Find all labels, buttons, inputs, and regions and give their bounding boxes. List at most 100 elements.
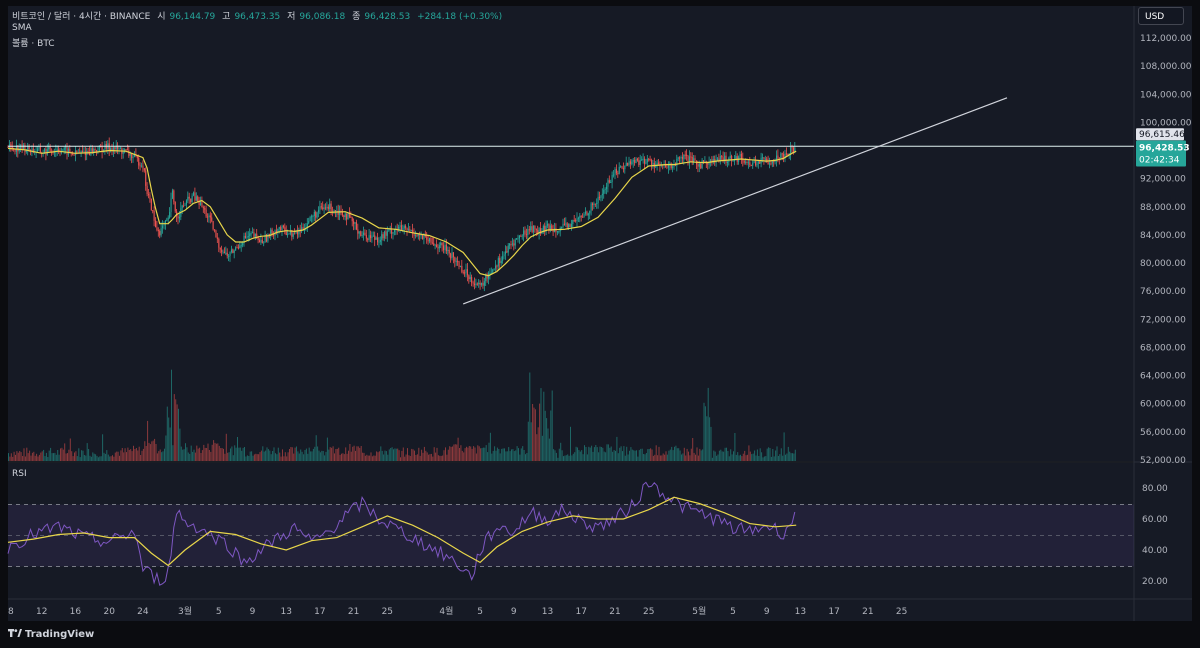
candle-body	[673, 164, 675, 167]
candle-body	[205, 209, 207, 217]
candle-body	[223, 251, 225, 254]
candle-body	[521, 235, 523, 237]
candle-body	[711, 159, 713, 163]
candle-body	[94, 149, 96, 151]
volume-bar	[374, 455, 376, 461]
candle-body	[718, 158, 720, 161]
time-tick-label: 9	[764, 607, 770, 617]
tradingview-brand-text: TradingView	[25, 629, 95, 640]
volume-bar	[704, 406, 706, 461]
volume-bar	[548, 438, 550, 461]
volume-bar	[654, 454, 656, 461]
volume-bar	[78, 448, 80, 461]
volume-bar	[755, 455, 757, 461]
volume-bar	[488, 442, 490, 461]
sma-legend[interactable]: SMA	[12, 23, 36, 33]
volume-bar	[324, 455, 326, 461]
volume-bar	[668, 450, 670, 461]
rsi-legend[interactable]: RSI	[12, 469, 31, 479]
candle-body	[49, 146, 51, 152]
volume-bar	[282, 449, 283, 461]
candle-body	[414, 235, 416, 237]
time-axis-pane[interactable]	[8, 599, 1134, 621]
countdown-text: 02:42:34	[1139, 156, 1180, 166]
time-tick-label: 8	[8, 607, 14, 617]
volume-bar	[647, 449, 649, 461]
volume-indicator-label[interactable]: 볼륨 · BTC	[12, 39, 55, 49]
candle-body	[281, 225, 283, 230]
volume-bar	[357, 446, 359, 461]
volume-bar	[217, 443, 219, 461]
candle-body	[348, 213, 350, 217]
sma-indicator-label[interactable]: SMA	[12, 23, 32, 33]
candle-body	[784, 153, 786, 159]
price-tick-label: 60,000.00	[1140, 400, 1186, 410]
candle-body	[38, 147, 40, 149]
candle-body	[191, 195, 193, 203]
volume-bar	[679, 450, 681, 461]
volume-bar	[419, 455, 421, 461]
volume-bar	[349, 444, 351, 461]
time-tick-label: 17	[575, 607, 586, 617]
candle-body	[625, 162, 627, 166]
main-pane[interactable]	[8, 6, 1134, 461]
price-axis-pane[interactable]	[1134, 6, 1192, 621]
volume-legend[interactable]: 볼륨 · BTC	[12, 36, 59, 49]
price-tick-label: 72,000.00	[1140, 315, 1186, 325]
volume-bar	[26, 447, 28, 461]
candle-body	[164, 220, 166, 225]
candle-body	[687, 156, 689, 164]
volume-bar	[334, 453, 335, 461]
candle-body	[641, 159, 643, 161]
symbol-title[interactable]: 비트코인 / 달러 · 4시간 · BINANCE	[12, 12, 151, 22]
volume-bar	[592, 451, 594, 461]
candle-body	[524, 230, 526, 235]
candle-body	[181, 205, 183, 209]
volume-bar	[571, 455, 573, 461]
rsi-axis-labels: 80.00 60.00 40.00 20.00	[1142, 484, 1168, 587]
volume-bar	[290, 447, 292, 461]
volume-bar	[318, 450, 320, 461]
rsi-indicator-label[interactable]: RSI	[12, 469, 27, 479]
tradingview-logo[interactable]: TradingView	[8, 629, 94, 640]
candle-body	[601, 193, 603, 196]
volume-bar	[588, 446, 590, 461]
volume-bar	[79, 457, 81, 461]
volume-bar	[116, 451, 118, 461]
volume-bar	[366, 454, 368, 461]
volume-bar	[341, 453, 342, 461]
candle-body	[318, 209, 320, 213]
candle-body	[406, 227, 408, 231]
candle-body	[377, 237, 379, 243]
symbol-legend[interactable]: 비트코인 / 달러 · 4시간 · BINANCE 시 96,144.79 고 96…	[12, 9, 506, 22]
volume-bar	[19, 451, 21, 461]
volume-bar	[336, 448, 338, 461]
volume-bar	[772, 449, 774, 461]
currency-button[interactable]: USD	[1138, 7, 1184, 25]
candle-body	[674, 164, 676, 166]
candle-body	[634, 160, 636, 163]
candle-body	[672, 166, 674, 168]
volume-bar	[213, 440, 215, 461]
candle-body	[764, 158, 766, 160]
candle-body	[497, 258, 499, 267]
volume-bar	[164, 448, 165, 461]
candle-body	[742, 158, 744, 161]
candle-body	[509, 244, 511, 246]
candle-body	[447, 249, 449, 251]
time-tick-label: 13	[542, 607, 553, 617]
volume-bar	[124, 448, 126, 461]
candle-body	[621, 166, 623, 169]
price-tick-label: 68,000.00	[1140, 344, 1186, 354]
volume-bar	[81, 450, 83, 461]
volume-bar	[439, 455, 441, 461]
candle-body	[110, 148, 112, 150]
trendline[interactable]	[462, 97, 1008, 305]
candle-body	[357, 229, 359, 234]
volume-bar	[246, 455, 248, 461]
volume-bar	[291, 447, 293, 461]
candle-body	[739, 153, 741, 157]
volume-bar	[450, 446, 452, 461]
volume-bar	[429, 454, 431, 461]
